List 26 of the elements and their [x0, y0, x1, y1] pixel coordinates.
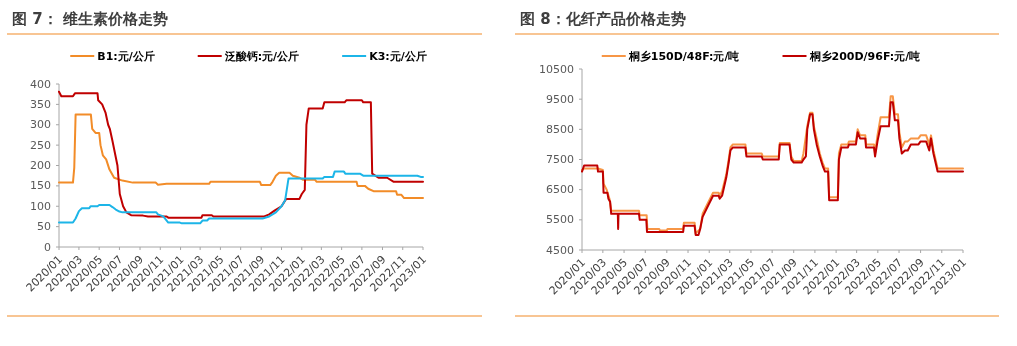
y-tick-label: 50 — [37, 220, 51, 234]
y-tick-label: 250 — [30, 138, 51, 152]
chart-title: 图 8：化纤产品价格走势 — [520, 10, 686, 28]
y-tick-label: 400 — [30, 77, 51, 91]
chart-title: 图 7： 维生素价格走势 — [12, 10, 168, 28]
line-series — [58, 90, 424, 219]
y-tick-label: 350 — [30, 97, 51, 111]
legend-label: B1:元/公斤 — [97, 50, 155, 63]
y-tick-label: 7500 — [546, 153, 574, 166]
y-tick-label: 8500 — [546, 122, 574, 136]
y-tick-label: 100 — [30, 199, 51, 213]
y-tick-label: 200 — [30, 159, 51, 172]
legend-label: 桐乡200D/96F:元/吨 — [808, 50, 921, 63]
line-series — [58, 113, 424, 200]
y-tick-label: 4500 — [546, 243, 574, 257]
y-tick-label: 150 — [30, 179, 51, 193]
y-tick-label: 300 — [30, 118, 51, 132]
y-tick-label: 0 — [44, 240, 51, 254]
legend-label: 桐乡150D/48F:元/吨 — [627, 50, 740, 63]
y-tick-label: 9500 — [546, 92, 574, 106]
y-tick-label: 6500 — [546, 183, 574, 197]
y-tick-label: 10500 — [539, 62, 574, 76]
y-tick-label: 5500 — [546, 213, 574, 227]
legend-label: K3:元/公斤 — [369, 50, 427, 63]
line-series — [58, 170, 424, 225]
legend-label: 泛酸钙:元/公斤 — [223, 50, 300, 63]
